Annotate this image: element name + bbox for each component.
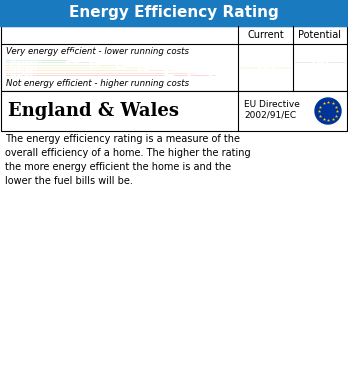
Text: (1-20): (1-20)	[9, 71, 32, 80]
Text: A: A	[65, 51, 78, 69]
Bar	[1, 91, 347, 131]
Text: D: D	[135, 59, 150, 77]
Text: (55-68): (55-68)	[9, 63, 37, 72]
Text: 66: 66	[256, 61, 275, 75]
Text: E: E	[162, 61, 174, 80]
Text: C: C	[113, 56, 127, 74]
Text: EU Directive
2002/91/EC: EU Directive 2002/91/EC	[244, 100, 300, 120]
Text: 86: 86	[310, 56, 330, 70]
Text: Energy Efficiency Rating: Energy Efficiency Rating	[69, 5, 279, 20]
Bar	[0, 0, 348, 26]
Text: B: B	[88, 54, 101, 72]
Text: F: F	[185, 64, 197, 82]
Text: Not energy efficient - higher running costs: Not energy efficient - higher running co…	[6, 79, 189, 88]
Bar	[1, 26, 347, 91]
Text: (21-38): (21-38)	[9, 69, 37, 78]
Text: Potential: Potential	[298, 30, 341, 40]
Text: The energy efficiency rating is a measure of the
overall efficiency of a home. T: The energy efficiency rating is a measur…	[5, 134, 251, 186]
Text: (69-80): (69-80)	[9, 61, 37, 70]
Text: (92-100): (92-100)	[9, 56, 42, 65]
Text: (39-54): (39-54)	[9, 66, 37, 75]
Text: Current: Current	[247, 30, 284, 40]
Circle shape	[315, 98, 341, 124]
Text: Very energy efficient - lower running costs: Very energy efficient - lower running co…	[6, 47, 189, 56]
Text: England & Wales: England & Wales	[8, 102, 179, 120]
Text: (81-91): (81-91)	[9, 58, 37, 67]
Text: G: G	[207, 67, 222, 85]
